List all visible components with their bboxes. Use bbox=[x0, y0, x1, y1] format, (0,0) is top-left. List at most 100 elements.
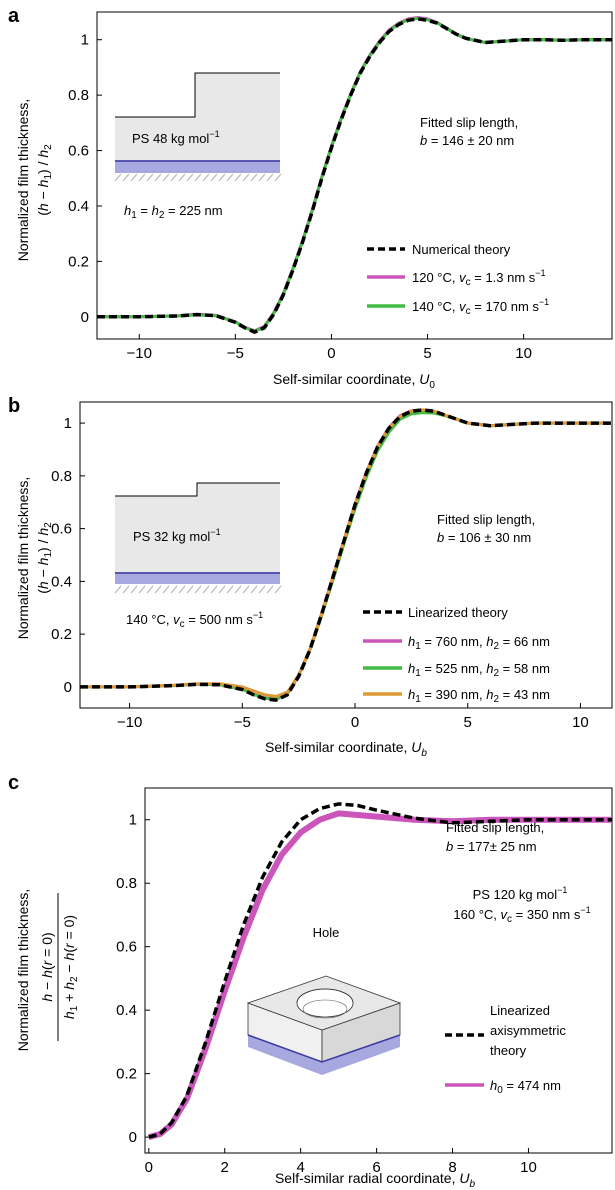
substrate-hatch bbox=[274, 173, 282, 182]
x-tick-label: 6 bbox=[372, 1159, 380, 1176]
substrate-hatch bbox=[138, 173, 146, 182]
x-tick-label: 10 bbox=[515, 345, 532, 362]
panel-a-fit-value: b = 146 ± 20 nm bbox=[420, 133, 514, 148]
panel-c-inset-label: Hole bbox=[313, 925, 340, 940]
substrate-hatch bbox=[114, 585, 122, 594]
panel-b-fit-value: b = 106 ± 30 nm bbox=[437, 530, 531, 545]
x-tick-label: 2 bbox=[221, 1159, 229, 1176]
legend-label-390: h1 = 390 nm, h2 = 43 nm bbox=[408, 687, 550, 705]
substrate-hatch bbox=[130, 585, 138, 594]
panel-c-fit-value: b = 177± 25 nm bbox=[446, 839, 537, 854]
substrate-hatch bbox=[170, 173, 178, 182]
panel-b-ylabel-1: Normalized film thickness, bbox=[15, 477, 31, 640]
substrate-hatch bbox=[258, 173, 266, 182]
panel-a: a −10 −5 0 5 10 0 0.2 0.4 0.6 0.8 1 Normalized fil… bbox=[8, 5, 613, 391]
panel-c-series bbox=[148, 802, 612, 1140]
y-tick-label: 0.4 bbox=[68, 198, 89, 215]
panel-c: c 0 2 4 6 8 10 0 0.2 0.4 0.6 0.8 1 Normalized film … bbox=[8, 772, 613, 1190]
substrate-hatch bbox=[210, 173, 218, 182]
substrate-hatch bbox=[146, 585, 154, 594]
legend-label-theory-line-2: axisymmetric bbox=[490, 1023, 566, 1038]
substrate-hatch bbox=[146, 173, 154, 182]
y-tick-label: 0.8 bbox=[51, 468, 72, 485]
substrate-hatch bbox=[266, 585, 274, 594]
panel-a-xlabel: Self-similar coordinate, U0 bbox=[273, 371, 435, 391]
substrate-hatch bbox=[234, 173, 242, 182]
y-tick-label: 0 bbox=[64, 679, 72, 696]
y-tick-label: 0.6 bbox=[116, 939, 137, 956]
y-tick-label: 0.6 bbox=[51, 521, 72, 538]
legend-label-linearized-theory: Linearized theory bbox=[408, 605, 508, 620]
substrate-hatch bbox=[202, 173, 210, 182]
panel-a-legend: Numerical theory 120 °C, vc = 1.3 nm s−1… bbox=[367, 242, 549, 317]
y-tick-label: 1 bbox=[81, 32, 89, 49]
panel-b-inset-schematic bbox=[114, 482, 282, 594]
panel-b-ticks: −10 −5 0 5 10 0 0.2 0.4 0.6 0.8 1 bbox=[51, 415, 589, 731]
substrate-hatch bbox=[178, 173, 186, 182]
substrate-hatch bbox=[218, 173, 226, 182]
substrate-hatch bbox=[226, 173, 234, 182]
substrate-hatch bbox=[250, 173, 258, 182]
panel-b-xlabel: Self-similar coordinate, Ub bbox=[265, 739, 427, 759]
y-tick-label: 0.6 bbox=[68, 143, 89, 160]
panel-a-condition: h1 = h2 = 225 nm bbox=[124, 203, 223, 221]
panel-c-ylabel-numerator: h − h(r = 0) bbox=[39, 932, 55, 1001]
panel-c-ticks: 0 2 4 6 8 10 0 0.2 0.4 0.6 0.8 1 bbox=[116, 812, 537, 1176]
panel-c-ylabel-1: Normalized film thickness, bbox=[15, 889, 31, 1052]
y-tick-label: 1 bbox=[129, 812, 137, 829]
panel-c-fit-label: Fitted slip length, bbox=[446, 820, 544, 835]
y-tick-label: 0.2 bbox=[116, 1066, 137, 1083]
substrate-hatch bbox=[242, 173, 250, 182]
hole-schematic bbox=[246, 975, 402, 1075]
panel-c-ylabel-denominator: h1 + h2 − h(r = 0) bbox=[61, 915, 80, 1019]
y-tick-label: 0.8 bbox=[116, 875, 137, 892]
series-line bbox=[80, 408, 612, 702]
y-tick-label: 0.2 bbox=[68, 253, 89, 270]
x-tick-label: 4 bbox=[296, 1159, 304, 1176]
substrate-hatch bbox=[194, 173, 202, 182]
x-tick-label: 8 bbox=[448, 1159, 456, 1176]
legend-label-h0: h0 = 474 nm bbox=[490, 1078, 561, 1096]
x-tick-label: 5 bbox=[464, 714, 472, 731]
legend-label-760: h1 = 760 nm, h2 = 66 nm bbox=[408, 634, 550, 652]
substrate-hatch bbox=[162, 173, 170, 182]
legend-label-140c: 140 °C, vc = 170 nm s−1 bbox=[412, 297, 549, 317]
substrate-hatch bbox=[266, 173, 274, 182]
x-tick-label: −5 bbox=[227, 345, 244, 362]
x-tick-label: 5 bbox=[423, 345, 431, 362]
substrate-hatch bbox=[210, 585, 218, 594]
y-tick-label: 0 bbox=[81, 309, 89, 326]
substrate-hatch bbox=[138, 585, 146, 594]
substrate-hatch bbox=[154, 173, 162, 182]
panel-b-fit-label: Fitted slip length, bbox=[437, 512, 535, 527]
substrate-hatch bbox=[250, 585, 258, 594]
legend-label-525: h1 = 525 nm, h2 = 58 nm bbox=[408, 661, 550, 679]
panel-c-polymer-label: PS 120 kg mol−1 bbox=[473, 885, 568, 902]
panel-b-axes bbox=[79, 401, 613, 709]
y-tick-label: 0.8 bbox=[68, 87, 89, 104]
legend-label-theory-line-1: Linearized bbox=[490, 1003, 550, 1018]
x-tick-label: 10 bbox=[520, 1159, 537, 1176]
panel-c-legend: Linearized axisymmetric theory h0 = 474 … bbox=[445, 1003, 566, 1096]
x-tick-label: −5 bbox=[234, 714, 251, 731]
panel-a-ticks: −10 −5 0 5 10 0 0.2 0.4 0.6 0.8 1 bbox=[68, 32, 532, 362]
panel-b-inset-label: PS 32 kg mol−1 bbox=[133, 527, 221, 544]
panel-b-legend: Linearized theory h1 = 760 nm, h2 = 66 n… bbox=[363, 605, 550, 705]
x-tick-label: −10 bbox=[117, 714, 142, 731]
substrate-hatch bbox=[202, 585, 210, 594]
panel-a-inset-label: PS 48 kg mol−1 bbox=[132, 129, 220, 146]
legend-label-theory-line-3: theory bbox=[490, 1043, 527, 1058]
panel-a-label: a bbox=[8, 5, 20, 27]
x-tick-label: 0 bbox=[145, 1159, 153, 1176]
substrate-hatch bbox=[122, 173, 130, 182]
panel-c-ylabel-fraction: h − h(r = 0) h1 + h2 − h(r = 0) bbox=[39, 893, 80, 1041]
panel-a-axes bbox=[96, 11, 613, 340]
substrate-hatch bbox=[114, 173, 122, 182]
y-tick-label: 0 bbox=[129, 1129, 137, 1146]
substrate-hatch bbox=[178, 585, 186, 594]
panel-a-fit-label: Fitted slip length, bbox=[420, 115, 518, 130]
panel-b-ylabel-2: (h − h1) / h2 bbox=[35, 522, 54, 594]
legend-label-numerical-theory: Numerical theory bbox=[412, 242, 511, 257]
panel-b-series bbox=[80, 408, 612, 702]
